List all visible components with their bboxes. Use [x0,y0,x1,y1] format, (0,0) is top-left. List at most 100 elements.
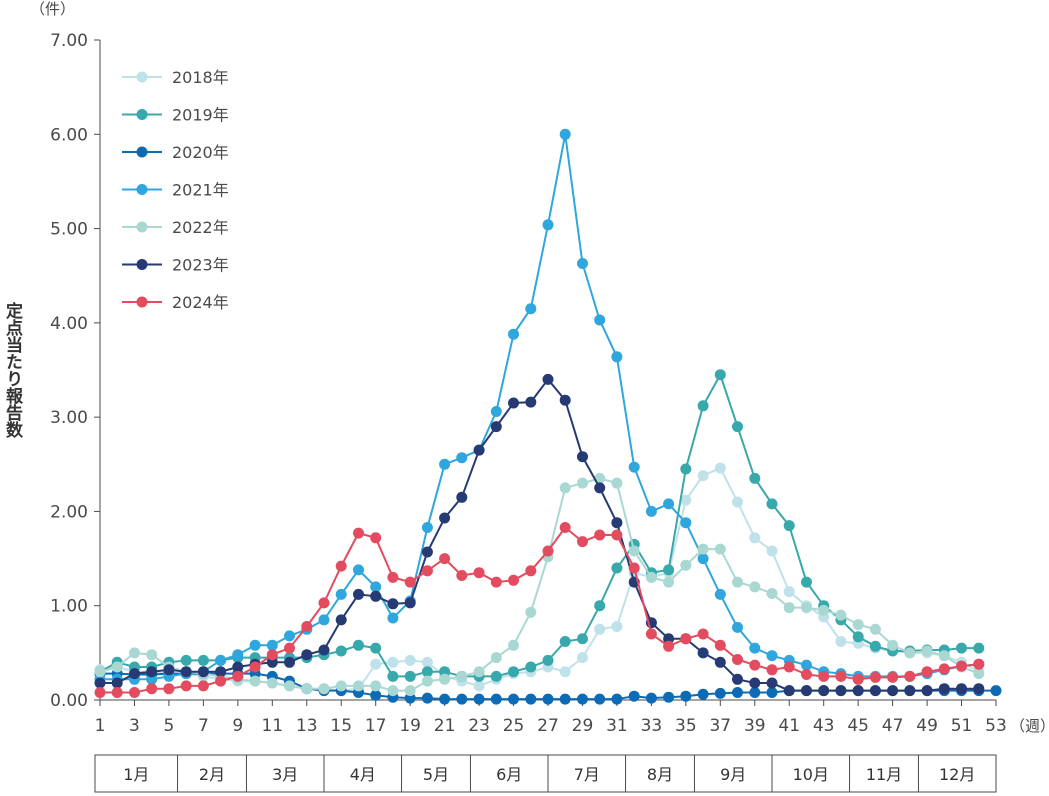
data-point [921,685,933,697]
data-point [94,677,106,689]
data-point [559,522,571,533]
data-point [611,351,623,363]
x-tick-label: 45 [847,716,869,736]
x-tick-label: 25 [503,716,525,736]
data-point [697,400,709,412]
data-point [456,491,468,503]
data-point [714,656,726,668]
data-point [473,444,485,456]
data-point [577,536,588,548]
data-point [973,642,985,654]
legend-item: 2019年 [122,106,229,125]
data-point [887,639,899,651]
data-point [801,602,812,614]
data-point [749,642,761,654]
data-point [542,219,554,231]
data-point [577,652,588,664]
data-point [163,664,175,676]
data-point [421,522,433,533]
x-tick-label: 49 [916,716,938,736]
data-point [628,545,640,557]
data-point [215,654,227,666]
data-point [111,661,123,673]
data-point [542,373,554,385]
data-point [370,658,382,670]
series-0 [94,462,985,697]
series-1 [94,369,985,682]
data-point [146,683,158,695]
series-line [100,134,979,681]
y-ticks: 0.00 1.00 2.00 3.00 4.00 5.00 6.00 7.00 [50,31,100,711]
data-point [766,650,778,662]
data-point [663,640,675,652]
data-point [749,659,761,671]
data-point [387,612,399,624]
data-point [490,693,502,705]
legend-label: 2023年 [172,256,229,275]
data-point [508,666,519,678]
x-tick-label: 1 [95,716,106,736]
x-tick-label: 3 [129,716,140,736]
x-unit-label: （週） [1010,717,1049,735]
data-point [749,687,761,698]
data-point [783,586,795,598]
x-tick-label: 29 [572,716,594,736]
data-point [404,685,416,697]
data-point [714,543,726,555]
data-point [490,576,502,588]
series-6 [94,522,985,698]
data-point [542,654,554,666]
data-point [938,650,950,662]
data-point [266,677,278,689]
series-line [99,477,980,692]
series-line [100,377,979,692]
data-point [645,505,657,517]
data-point [714,687,726,699]
x-tick-label: 37 [709,716,731,736]
series-line [99,372,979,678]
y-tick-label: 2.00 [50,502,88,522]
data-point [869,623,881,635]
data-point [490,652,502,664]
legend-item: 2021年 [122,181,229,200]
axes [99,40,996,701]
data-point [215,675,227,687]
legend-marker [136,71,148,83]
data-point [956,660,967,672]
data-point [594,600,606,612]
data-point [266,649,278,661]
data-point [370,642,382,654]
legend-label: 2022年 [172,218,229,237]
legend-marker [136,109,148,120]
data-point [284,680,295,692]
data-point [525,693,537,705]
data-point [559,636,571,647]
data-point [439,553,451,565]
data-point [370,590,382,602]
data-point [525,303,537,315]
x-tick-label: 19 [399,716,421,736]
data-point [249,639,261,651]
data-point [318,597,330,609]
data-point [697,470,709,482]
x-tick-label: 7 [198,716,209,736]
x-tick-label: 11 [261,716,283,736]
data-point [801,669,812,680]
x-tick-label: 17 [365,716,387,736]
data-point [577,693,588,705]
legend-label: 2020年 [172,143,229,162]
data-point [508,574,519,586]
x-tick-label: 15 [330,716,352,736]
data-point [370,581,382,593]
x-tick-label: 5 [164,716,175,736]
data-point [732,421,743,433]
x-tick-label: 9 [232,716,243,736]
data-point [904,670,916,682]
data-point [439,512,451,524]
data-point [301,683,313,695]
x-tick-label: 39 [744,716,766,736]
data-point [801,659,812,671]
data-point [577,477,588,489]
data-point [766,687,778,698]
